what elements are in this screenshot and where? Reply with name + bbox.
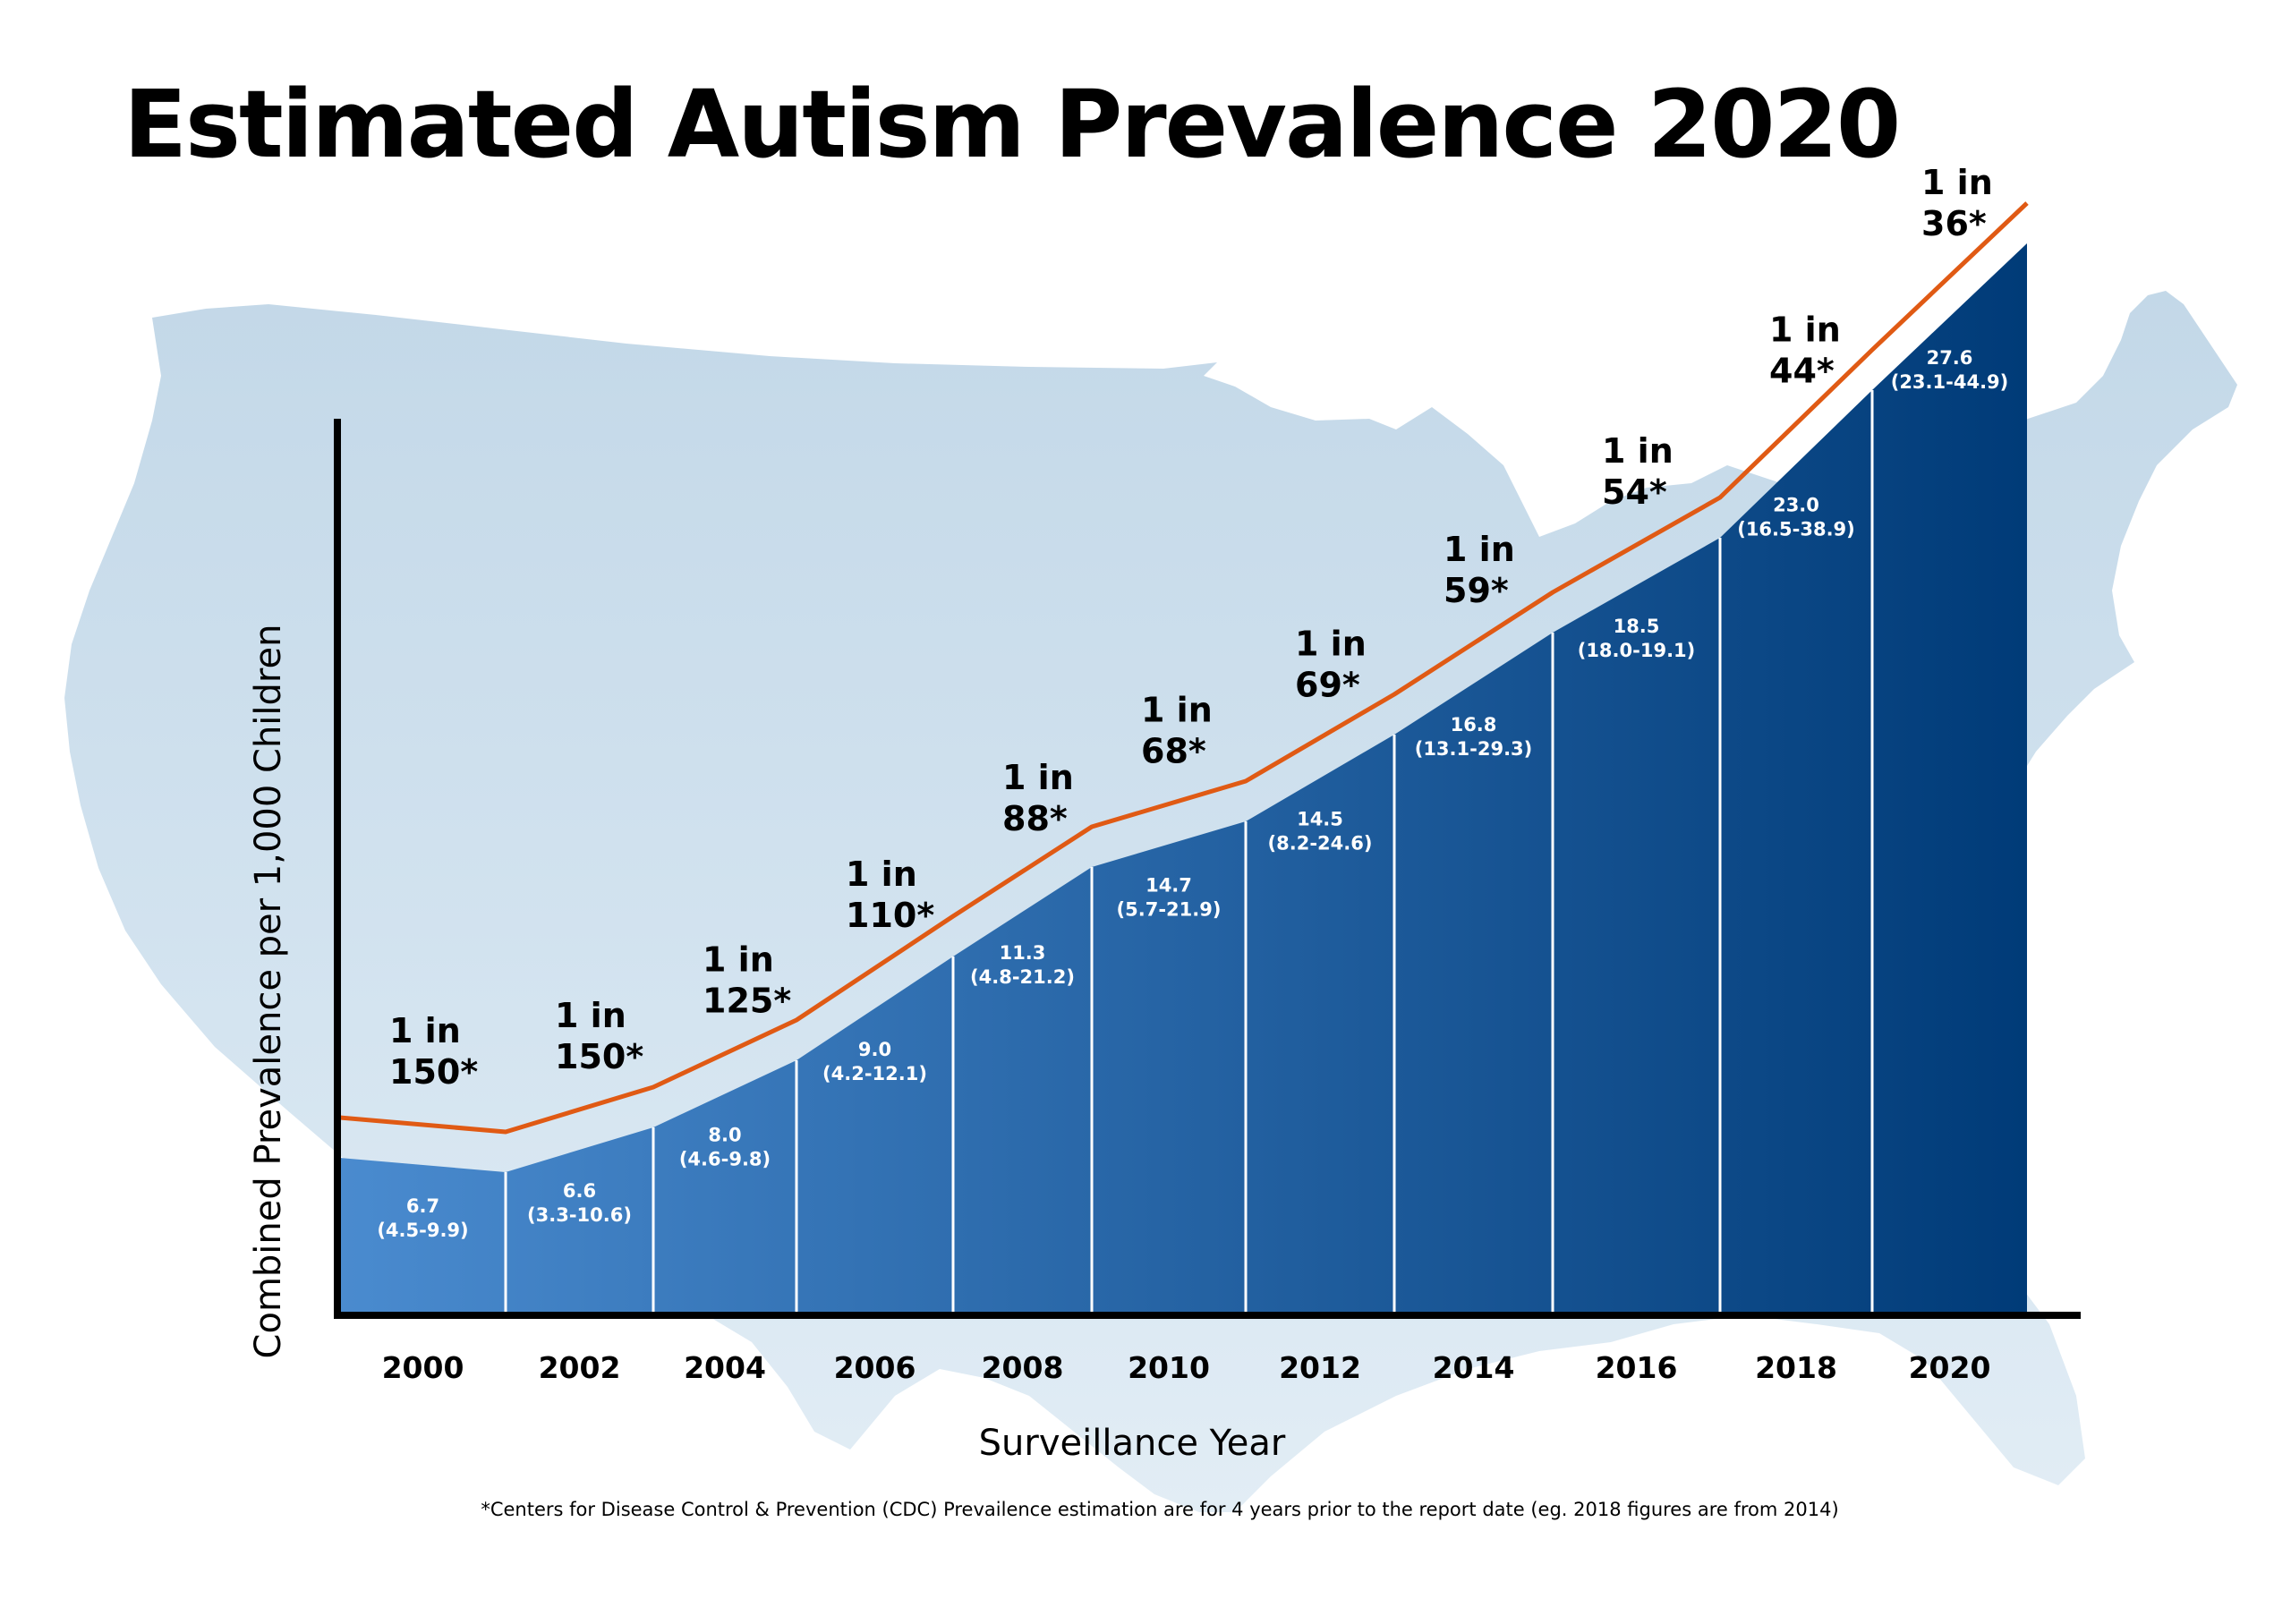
ratio-label-line2: 125* (703, 982, 791, 1021)
x-tick-label: 2020 (1909, 1350, 1991, 1385)
data-range-label: (8.2-24.6) (1268, 833, 1373, 855)
data-range-label: (4.5-9.9) (377, 1220, 468, 1241)
ratio-label-line2: 150* (389, 1052, 478, 1092)
data-range-label: (3.3-10.6) (527, 1204, 632, 1226)
prevalence-area (340, 243, 2027, 1315)
data-range-label: (18.0-19.1) (1578, 640, 1696, 661)
data-range-label: (4.2-12.1) (822, 1063, 927, 1084)
x-tick-label: 2012 (1279, 1350, 1361, 1385)
data-value-label: 23.0 (1773, 495, 1819, 516)
ratio-label-line1: 1 in (703, 940, 774, 980)
data-value-label: 14.5 (1297, 809, 1343, 830)
axes-layer (334, 419, 2081, 1319)
x-tick-label: 2018 (1755, 1350, 1837, 1385)
ratio-label-line2: 69* (1295, 666, 1360, 705)
ratio-label-line2: 150* (555, 1037, 643, 1076)
data-value-label: 8.0 (708, 1125, 741, 1146)
ratio-label-line1: 1 in (389, 1011, 461, 1050)
ratio-label-line1: 1 in (1444, 530, 1515, 569)
ratio-label-line2: 54* (1602, 472, 1667, 512)
ratio-label-line1: 1 in (1921, 163, 1993, 202)
ratio-label-line1: 1 in (1295, 625, 1367, 664)
x-tick-label: 2014 (1433, 1350, 1515, 1385)
x-axis-label: Surveillance Year (978, 1423, 1286, 1464)
data-value-label: 6.6 (563, 1180, 596, 1202)
data-value-label: 14.7 (1146, 875, 1192, 897)
ratio-label-line1: 1 in (1769, 310, 1841, 350)
data-value-label: 27.6 (1927, 347, 1973, 369)
chart-title: Estimated Autism Prevalence 2020 (123, 70, 1901, 179)
bars-layer (340, 243, 2027, 1315)
data-range-label: (13.1-29.3) (1415, 738, 1533, 760)
ratio-label-line2: 110* (846, 896, 934, 935)
ratio-label-line1: 1 in (1002, 758, 1074, 797)
footnote: *Centers for Disease Control & Preventio… (481, 1499, 1839, 1520)
ratio-line-layer (339, 201, 2029, 1135)
ratio-label-line1: 1 in (1602, 431, 1674, 471)
data-value-label: 16.8 (1451, 714, 1497, 735)
x-tick-label: 2016 (1596, 1350, 1678, 1385)
data-range-label: (4.6-9.8) (679, 1149, 771, 1170)
data-range-label: (5.7-21.9) (1117, 899, 1222, 921)
data-range-label: (4.8-21.2) (970, 966, 1075, 988)
ratio-label-line2: 68* (1141, 732, 1206, 771)
x-tick-label: 2010 (1128, 1350, 1210, 1385)
ratio-label-line2: 36* (1921, 204, 1987, 243)
ratio-line (339, 201, 2029, 1135)
ratio-label-line2: 44* (1769, 352, 1835, 391)
data-value-label: 9.0 (858, 1039, 891, 1060)
data-range-label: (16.5-38.9) (1737, 519, 1855, 540)
ratio-label-line1: 1 in (846, 855, 917, 894)
data-value-label: 11.3 (1000, 942, 1046, 964)
data-value-label: 18.5 (1614, 616, 1660, 637)
y-axis-label: Combined Prevalence per 1,000 Children (248, 624, 289, 1359)
x-tick-label: 2008 (982, 1350, 1064, 1385)
x-tick-label: 2002 (539, 1350, 621, 1385)
x-tick-label: 2000 (382, 1350, 464, 1385)
ratio-label-line2: 88* (1002, 799, 1068, 838)
data-range-label: (23.1-44.9) (1891, 371, 2009, 393)
data-value-label: 6.7 (406, 1195, 439, 1217)
ratio-label-line2: 59* (1444, 571, 1509, 610)
x-tick-label: 2006 (834, 1350, 916, 1385)
ratio-label-line1: 1 in (1141, 691, 1213, 730)
x-tick-label: 2004 (684, 1350, 766, 1385)
ratio-label-line1: 1 in (555, 996, 626, 1035)
